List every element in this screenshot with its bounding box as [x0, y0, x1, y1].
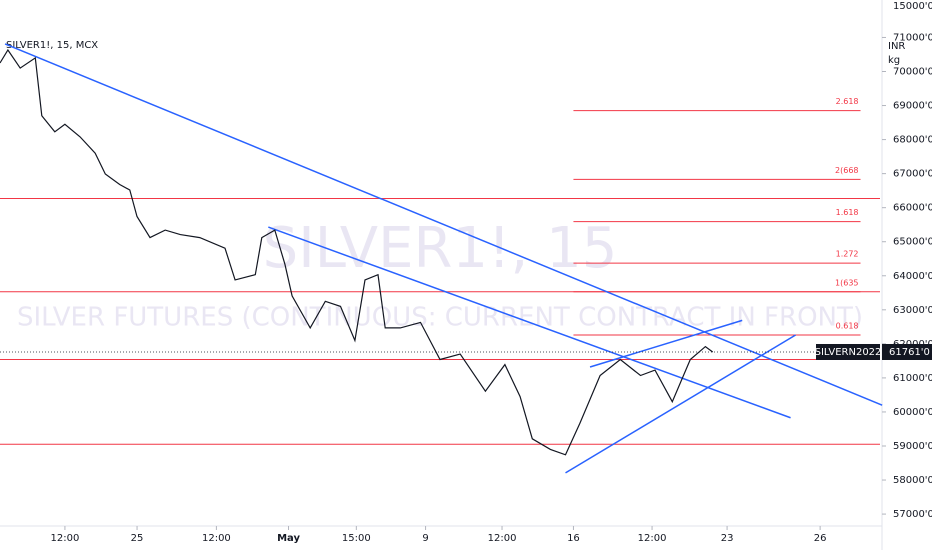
- fib-label: 2(668: [835, 166, 858, 175]
- last-price-label: 61761'0: [889, 347, 930, 358]
- x-tick-label: May: [277, 533, 300, 544]
- fib-label: 2.618: [836, 97, 859, 106]
- series-tag: [816, 343, 880, 360]
- y-tick-label: 64000'0: [893, 271, 932, 282]
- x-tick-label: 12:00: [638, 533, 667, 544]
- currency: INR: [888, 41, 905, 52]
- y-tick-label: 59000'0: [893, 441, 932, 452]
- top-axis-label: 15000'0: [893, 1, 932, 12]
- price-tag: [882, 343, 932, 360]
- x-tick-label: 12:00: [488, 533, 517, 544]
- watermark-subtitle: SILVER FUTURES (CONTINUOUS: CURRENT CONT…: [17, 303, 863, 333]
- watermark: SILVER1!, 15: [263, 216, 618, 281]
- series-name: SILVERN2022: [815, 347, 882, 358]
- x-tick-label: 12:00: [202, 533, 231, 544]
- y-tick-label: 69000'0: [893, 101, 932, 112]
- y-tick-label: 57000'0: [893, 509, 932, 520]
- fib-label: 1(635: [835, 278, 858, 287]
- x-tick-label: 23: [721, 533, 734, 544]
- y-tick-label: 68000'0: [893, 135, 932, 146]
- y-tick-label: 63000'0: [893, 305, 932, 316]
- y-tick-label: 60000'0: [893, 407, 932, 418]
- x-tick-label: 16: [567, 533, 580, 544]
- trendline: [4, 43, 883, 406]
- y-tick-label: 67000'0: [893, 169, 932, 180]
- y-tick-label: 61000'0: [893, 373, 932, 384]
- trendline: [589, 319, 743, 368]
- trendline: [268, 226, 791, 419]
- y-tick-label: 66000'0: [893, 203, 932, 214]
- x-tick-label: 25: [131, 533, 144, 544]
- unit: kg: [888, 55, 900, 66]
- x-tick-label: 9: [422, 533, 428, 544]
- chart-title: SILVER1!, 15, MCX: [6, 40, 98, 51]
- y-tick-label: 70000'0: [893, 66, 932, 77]
- x-tick-label: 26: [814, 533, 827, 544]
- y-tick-label: 65000'0: [893, 237, 932, 248]
- fib-label: 0.618: [836, 322, 859, 331]
- fib-label: 1.618: [836, 208, 859, 217]
- x-tick-label: 15:00: [342, 533, 371, 544]
- y-tick-label: 58000'0: [893, 475, 932, 486]
- trendline: [565, 334, 796, 474]
- x-tick-label: 12:00: [51, 533, 80, 544]
- price-line: [0, 48, 714, 456]
- fib-label: 1.272: [836, 250, 859, 259]
- y-tick-label: 71000'0: [893, 32, 932, 43]
